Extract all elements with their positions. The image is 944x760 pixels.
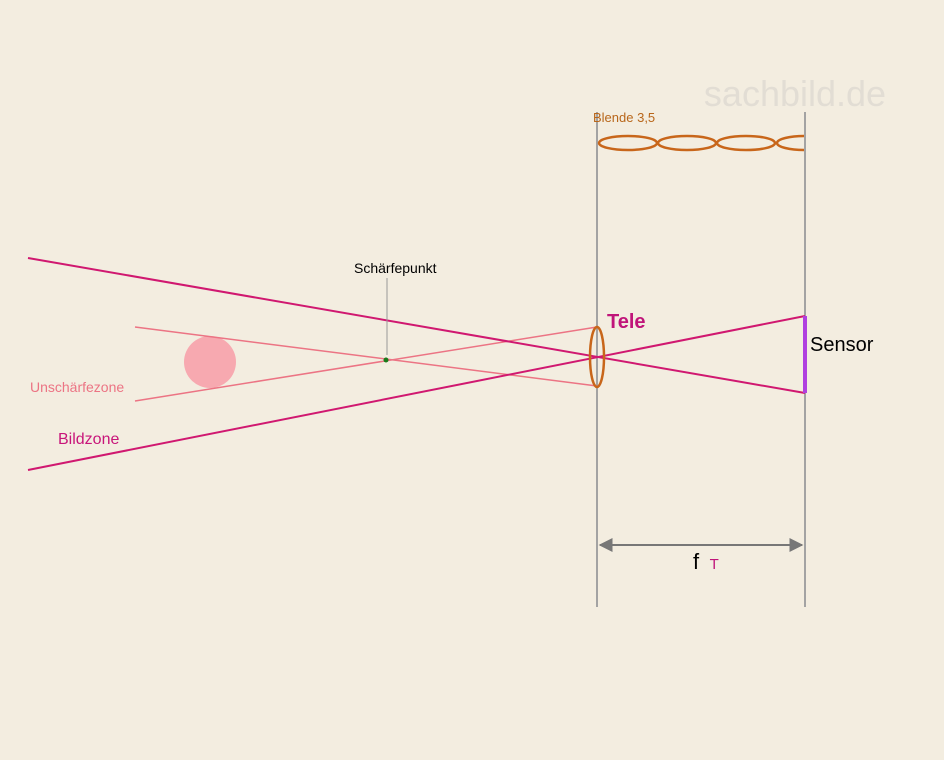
- blur-disc: [184, 336, 236, 388]
- tele-lens: [588, 325, 606, 389]
- focal-symbol: f: [693, 549, 700, 574]
- aperture-lens-2: [656, 134, 718, 152]
- image-ray-lower: [27, 315, 806, 471]
- focal-length-label: f T: [693, 549, 719, 574]
- image-ray-upper: [27, 257, 806, 394]
- blur-ray-lower: [134, 326, 598, 402]
- blur-ray-upper: [134, 326, 598, 387]
- image-zone-label: Bildzone: [58, 431, 119, 448]
- aperture-label: Blende 3,5: [593, 110, 655, 125]
- sensor-label: Sensor: [810, 334, 874, 356]
- tele-label: Tele: [607, 311, 646, 333]
- image-zone-rays: [27, 257, 806, 471]
- focus-point-label: Schärfepunkt: [354, 260, 437, 276]
- focal-subscript: T: [710, 556, 719, 573]
- aperture-lens-1: [597, 134, 659, 152]
- aperture-lens-3: [715, 134, 777, 152]
- aperture-lens-row: [597, 134, 805, 152]
- watermark-text: sachbild.de: [704, 73, 886, 114]
- blur-zone-label: Unschärfezone: [30, 379, 124, 395]
- blur-zone-rays: [134, 326, 598, 402]
- focus-point-dot: [383, 357, 389, 363]
- aperture-lens-4: [775, 134, 805, 152]
